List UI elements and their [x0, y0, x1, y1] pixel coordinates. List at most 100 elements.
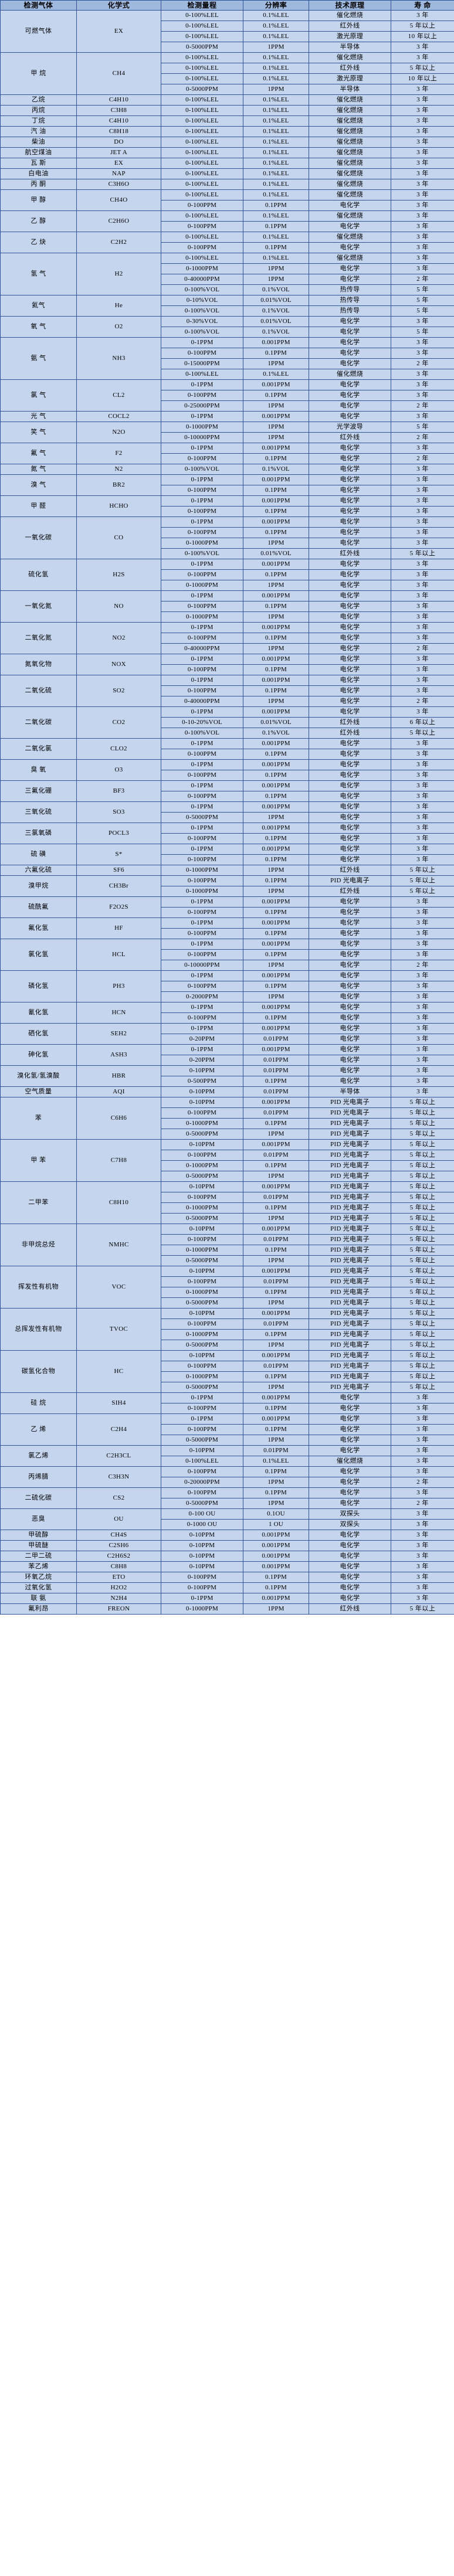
technology-cell: 电化学: [309, 1065, 391, 1076]
lifetime-cell: 10 年以上: [391, 73, 454, 84]
resolution-cell: 0.1%LEL: [243, 158, 309, 169]
resolution-cell: 0.001PPM: [243, 844, 309, 855]
gas-name-cell: 光 气: [0, 411, 77, 422]
table-row: 0-100PPM 0.1PPM 电化学 3 年: [1, 1403, 454, 1414]
lifetime-cell: 3 年: [391, 939, 454, 950]
technology-cell: 激光原理: [309, 73, 391, 84]
lifetime-cell: 3 年: [391, 928, 454, 939]
lifetime-cell: 2 年: [391, 696, 454, 707]
table-row: 0-100PPM 0.1PPM 电化学 3 年: [1, 1424, 454, 1435]
table-row: 0-2000PPM 1PPM 电化学 3 年: [1, 991, 454, 1002]
chemical-formula-cell: O2: [76, 316, 161, 338]
resolution-cell: 1PPM: [243, 991, 309, 1002]
resolution-cell: 0.1%LEL: [243, 31, 309, 42]
technology-cell: 电化学: [309, 801, 391, 813]
table-row: 0-100PPM 0.1PPM 电化学 3 年: [1, 981, 454, 992]
detection-range-cell: 0-10000PPM: [161, 432, 243, 443]
resolution-cell: 0.01PPM: [243, 1445, 309, 1456]
technology-cell: 电化学: [309, 358, 391, 369]
table-row: 0-5000PPM 1PPM PID 光电离子 5 年以上: [1, 1340, 454, 1351]
detection-range-cell: 0-100PPM: [161, 664, 243, 675]
technology-cell: 电化学: [309, 981, 391, 992]
technology-cell: 电化学: [309, 675, 391, 686]
detection-range-cell: 0-100PPM: [161, 221, 243, 232]
lifetime-cell: 3 年: [391, 84, 454, 95]
technology-cell: 电化学: [309, 759, 391, 770]
table-row: 甲硫醚 C2SH6 0-10PPM 0.001PPM 电化学 3 年: [0, 1540, 454, 1551]
resolution-cell: 0.1PPM: [243, 601, 309, 612]
technology-cell: 催化燃烧: [309, 158, 391, 169]
chemical-formula-cell: C2H6S2: [76, 1551, 161, 1562]
lifetime-cell: 3 年: [391, 611, 454, 623]
technology-cell: 电化学: [309, 654, 391, 665]
technology-cell: 催化燃烧: [309, 126, 391, 137]
gas-name-cell: 二甲苯: [0, 1181, 77, 1224]
lifetime-cell: 3 年: [391, 137, 454, 148]
lifetime-cell: 3 年: [391, 443, 454, 454]
lifetime-cell: 3 年: [391, 654, 454, 665]
resolution-cell: 1PPM: [243, 1498, 309, 1509]
lifetime-cell: 3 年: [391, 337, 454, 348]
detection-range-cell: 0-100%LEL: [161, 369, 243, 380]
table-row: 硫酰氟 F2O2S 0-1PPM 0.001PPM 电化学 3 年: [0, 896, 454, 918]
technology-cell: 催化燃烧: [309, 52, 391, 63]
table-row: 0-1000PPM 0.1PPM PID 光电离子 5 年以上: [1, 1202, 454, 1214]
resolution-cell: 0.001PPM: [243, 1224, 309, 1235]
resolution-cell: 0.1OU: [243, 1508, 309, 1520]
table-row: 0-1000PPM 0.1PPM PID 光电离子 5 年以上: [1, 1245, 454, 1256]
technology-cell: PID 光电离子: [309, 1287, 391, 1298]
table-row: 0-100%LEL 0.1%LEL 激光原理 10 年以上: [1, 31, 454, 42]
resolution-cell: 0.1PPM: [243, 390, 309, 401]
resolution-cell: 0.1%LEL: [243, 1456, 309, 1467]
table-row: 氟化氢 HF 0-1PPM 0.001PPM 电化学 3 年: [0, 917, 454, 939]
technology-cell: 催化燃烧: [309, 137, 391, 148]
table-row: 0-10000PPM 1PPM 电化学 2 年: [1, 960, 454, 971]
detection-range-cell: 0-1PPM: [161, 1023, 243, 1034]
gas-name-cell: 二甲二硫: [0, 1551, 77, 1562]
resolution-cell: 0.1PPM: [243, 200, 309, 211]
detection-range-cell: 0-100PPM: [161, 348, 243, 359]
resolution-cell: 1PPM: [243, 274, 309, 285]
technology-cell: 半导体: [309, 1086, 391, 1097]
resolution-cell: 0.1PPM: [243, 949, 309, 960]
detection-range-cell: 0-100PPM: [161, 1424, 243, 1435]
lifetime-cell: 3 年: [391, 200, 454, 211]
detection-range-cell: 0-100PPM: [161, 200, 243, 211]
gas-name-cell: 甲硫醚: [0, 1540, 77, 1551]
resolution-cell: 0.001PPM: [243, 1044, 309, 1055]
resolution-cell: 0.1PPM: [243, 1076, 309, 1087]
resolution-cell: 0.1PPM: [243, 664, 309, 675]
lifetime-cell: 3 年: [391, 780, 454, 791]
detection-range-cell: 0-100PPM: [161, 949, 243, 960]
resolution-cell: 1PPM: [243, 865, 309, 876]
table-row: 0-40000PPM 1PPM 电化学 2 年: [1, 643, 454, 654]
table-row: 0-15000PPM 1PPM 电化学 2 年: [1, 358, 454, 369]
detection-range-cell: 0-100%LEL: [161, 52, 243, 63]
detection-range-cell: 0-100PPM: [161, 1403, 243, 1414]
gas-name-cell: 氰化氢: [0, 1002, 77, 1024]
resolution-cell: 0.001PPM: [243, 706, 309, 718]
lifetime-cell: 3 年: [391, 1002, 454, 1013]
chemical-formula-cell: CH4: [76, 52, 161, 95]
detection-range-cell: 0-20PPM: [161, 1055, 243, 1066]
technology-cell: 热传导: [309, 284, 391, 295]
resolution-cell: 1PPM: [243, 358, 309, 369]
column-header-formula: 化学式: [76, 0, 161, 11]
gas-name-cell: 乙 烯: [0, 1413, 77, 1446]
detection-range-cell: 0-2000PPM: [161, 991, 243, 1002]
lifetime-cell: 3 年: [391, 559, 454, 570]
chemical-formula-cell: HC: [76, 1350, 161, 1393]
detection-range-cell: 0-100%VOL: [161, 327, 243, 338]
technology-cell: PID 光电离子: [309, 1202, 391, 1214]
lifetime-cell: 5 年: [391, 305, 454, 317]
chemical-formula-cell: C8H8: [76, 1561, 161, 1572]
table-row: 磷化氢 PH3 0-1PPM 0.001PPM 电化学 3 年: [0, 970, 454, 1002]
technology-cell: PID 光电离子: [309, 1234, 391, 1245]
resolution-cell: 0.1PPM: [243, 749, 309, 760]
technology-cell: 电化学: [309, 1561, 391, 1572]
resolution-cell: 0.001PPM: [243, 1413, 309, 1425]
lifetime-cell: 3 年: [391, 221, 454, 232]
table-row: 笑 气 N2O 0-1000PPM 1PPM 光学波导 5 年: [0, 422, 454, 443]
detection-range-cell: 0-100%LEL: [161, 31, 243, 42]
resolution-cell: 0.1PPM: [243, 1245, 309, 1256]
